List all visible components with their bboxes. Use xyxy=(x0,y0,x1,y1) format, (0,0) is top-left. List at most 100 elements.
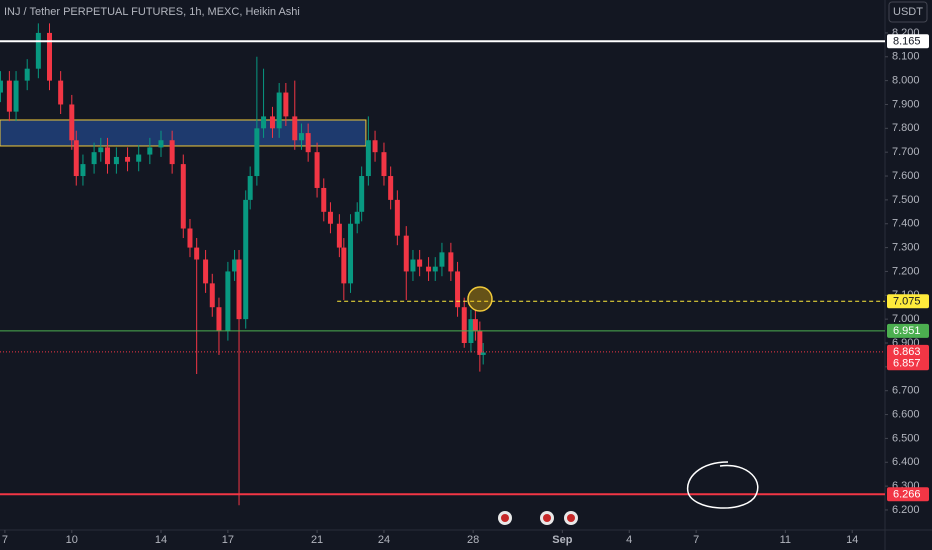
y-tick-label: 7.600 xyxy=(892,170,920,182)
candle-body xyxy=(243,199,249,320)
highlight-circle xyxy=(467,286,493,312)
y-tick-label: 7.800 xyxy=(892,122,920,134)
x-tick-label: 14 xyxy=(846,534,858,546)
candle-body xyxy=(432,266,438,272)
y-tick-label: 6.500 xyxy=(892,432,920,444)
candle-body xyxy=(448,252,454,272)
candle-body xyxy=(6,80,12,112)
event-icons xyxy=(498,511,578,525)
candle-body xyxy=(187,228,193,248)
y-tick-label: 7.400 xyxy=(892,218,920,230)
candle-body xyxy=(388,176,394,200)
x-tick-label: 14 xyxy=(155,534,167,546)
candle-body xyxy=(180,164,186,229)
candle-body xyxy=(283,92,289,117)
candle-body xyxy=(410,259,416,272)
candle-body xyxy=(69,104,75,141)
candle-body xyxy=(247,176,253,200)
supply-zone xyxy=(0,119,367,147)
candle-body xyxy=(254,128,260,177)
y-tick-label: 8.000 xyxy=(892,75,920,87)
candle-body xyxy=(426,266,432,272)
price-label: 6.863 xyxy=(893,346,921,358)
candle-body xyxy=(158,140,164,148)
candle-body xyxy=(381,152,387,177)
candle-body xyxy=(365,140,371,177)
event-icon-inner xyxy=(501,514,509,522)
candle-body xyxy=(480,352,486,355)
candle-body xyxy=(225,271,231,332)
candle-body xyxy=(417,259,423,267)
x-tick-label: 28 xyxy=(467,534,479,546)
candle-body xyxy=(472,319,478,332)
candle-body xyxy=(209,283,215,308)
chart-title: INJ / Tether PERPETUAL FUTURES, 1h, MEXC… xyxy=(4,6,300,18)
candle-body xyxy=(35,32,41,69)
event-icon-inner xyxy=(567,514,575,522)
x-tick-label: 7 xyxy=(693,534,699,546)
last-price-label: 6.857 xyxy=(893,358,921,370)
candle-body xyxy=(147,147,153,155)
candle-body xyxy=(403,235,409,272)
candle-body xyxy=(327,211,333,224)
price-label-bg xyxy=(887,487,929,502)
y-tick-label: 7.500 xyxy=(892,194,920,206)
y-tick-label: 7.700 xyxy=(892,146,920,158)
candle-body xyxy=(261,116,267,129)
candle-body xyxy=(136,154,142,162)
price-label-bg xyxy=(887,34,929,49)
x-tick-label: 10 xyxy=(66,534,78,546)
candle-body xyxy=(91,152,97,165)
candle-body xyxy=(348,223,354,284)
candle-body xyxy=(113,156,119,165)
candle-body xyxy=(203,259,209,284)
x-tick-label: 11 xyxy=(780,534,791,546)
price-label-bg xyxy=(887,323,929,338)
currency-label[interactable]: USDT xyxy=(893,6,923,18)
event-icon-inner xyxy=(543,514,551,522)
candle-body xyxy=(477,331,483,355)
candle-body xyxy=(372,140,378,153)
y-tick-label: 7.000 xyxy=(892,313,920,325)
candle-body xyxy=(236,259,242,320)
currency-box[interactable] xyxy=(888,1,928,23)
x-tick-label: 24 xyxy=(378,534,390,546)
y-tick-label: 7.900 xyxy=(892,98,920,110)
x-tick-label: 4 xyxy=(626,534,632,546)
candle-body xyxy=(439,252,445,267)
candle-body xyxy=(98,147,104,153)
x-tick-label: Sep xyxy=(552,534,572,546)
candle-body xyxy=(354,211,360,224)
candle-body xyxy=(0,80,3,93)
candle-body xyxy=(80,164,86,177)
last-price-bg xyxy=(887,356,929,371)
price-label: 6.266 xyxy=(893,489,921,501)
price-label: 8.165 xyxy=(893,36,921,48)
price-label: 6.951 xyxy=(893,325,921,337)
candle-body xyxy=(232,259,238,272)
price-label-bg xyxy=(887,294,929,309)
candle-body xyxy=(359,176,365,212)
candle-body xyxy=(269,116,275,129)
candle-body xyxy=(216,307,222,332)
candle-body xyxy=(292,116,298,141)
candle-body xyxy=(305,133,311,153)
candle-body xyxy=(13,80,19,112)
candle-body xyxy=(104,147,110,165)
plot-area xyxy=(0,23,885,506)
candle-body xyxy=(336,223,342,248)
price-label-bg xyxy=(887,344,929,359)
candle-body xyxy=(341,247,347,284)
candle-body xyxy=(455,271,461,308)
candle-body xyxy=(73,140,79,177)
y-tick-label: 6.200 xyxy=(892,504,920,516)
y-tick-label: 6.600 xyxy=(892,408,920,420)
candle-body xyxy=(125,156,131,162)
hand-drawn-circle xyxy=(686,461,759,509)
x-tick-label: 21 xyxy=(311,534,323,546)
candle-body xyxy=(394,199,400,236)
candle-body xyxy=(461,307,467,343)
